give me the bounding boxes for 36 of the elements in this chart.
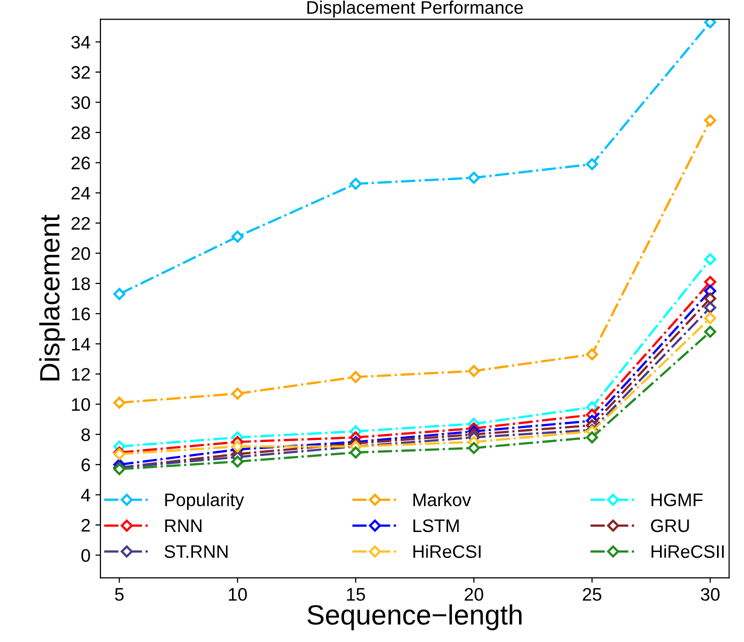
- x-tick-label: 20: [464, 588, 484, 601]
- x-tick-label: 15: [347, 588, 365, 601]
- y-tick-label: 0: [81, 549, 90, 562]
- y-tick-label: 6: [82, 458, 90, 472]
- y-tick-label: 12: [72, 368, 90, 381]
- y-tick-label: 4: [81, 488, 90, 502]
- y-tick-label: 2: [82, 518, 90, 532]
- y-tick-label: 32: [71, 66, 90, 79]
- legend-label: ST.RNN: [164, 545, 228, 558]
- legend-label: LSTM: [413, 519, 459, 532]
- y-tick-label: 14: [72, 338, 90, 350]
- x-tick-label: 10: [228, 588, 247, 601]
- y-tick-label: 30: [71, 96, 90, 110]
- y-tick-label: 34: [71, 36, 90, 49]
- y-tick-label: 8: [81, 428, 90, 442]
- legend-label: HiReCSI: [413, 544, 481, 558]
- y-tick-label: 28: [72, 126, 90, 140]
- legend-label: GRU: [651, 519, 689, 532]
- y-tick-label: 18: [72, 277, 90, 290]
- y-tick-label: 20: [72, 247, 90, 260]
- y-tick-label: 16: [72, 308, 90, 320]
- y-tick-label: 24: [72, 186, 90, 200]
- y-tick-label: 10: [72, 398, 90, 411]
- legend-label: Markov: [413, 493, 472, 506]
- x-tick-label: 30: [700, 588, 720, 601]
- y-axis-title: Displacement: [39, 214, 66, 380]
- y-tick-label: 22: [72, 216, 90, 230]
- legend-label: HGMF: [652, 493, 703, 506]
- legend-label: HiReCSII: [652, 544, 724, 558]
- y-tick-label: 26: [72, 156, 90, 170]
- x-tick-label: 25: [582, 588, 602, 601]
- chart-title: Displacement Performance: [307, 0, 523, 18]
- x-axis-title: Sequence−length: [308, 604, 522, 630]
- legend-label: RNN: [165, 520, 202, 532]
- x-tick-label: 5: [115, 588, 124, 601]
- legend-label: Popularity: [165, 493, 244, 510]
